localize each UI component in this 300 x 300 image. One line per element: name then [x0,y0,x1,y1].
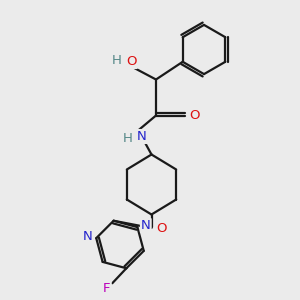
Text: O: O [126,55,137,68]
Text: N: N [83,230,93,243]
Text: F: F [103,282,111,295]
Text: O: O [156,222,166,235]
Text: H: H [112,53,122,67]
Text: O: O [189,109,200,122]
Text: N: N [137,130,146,143]
Text: H: H [123,131,132,145]
Text: N: N [141,219,151,232]
